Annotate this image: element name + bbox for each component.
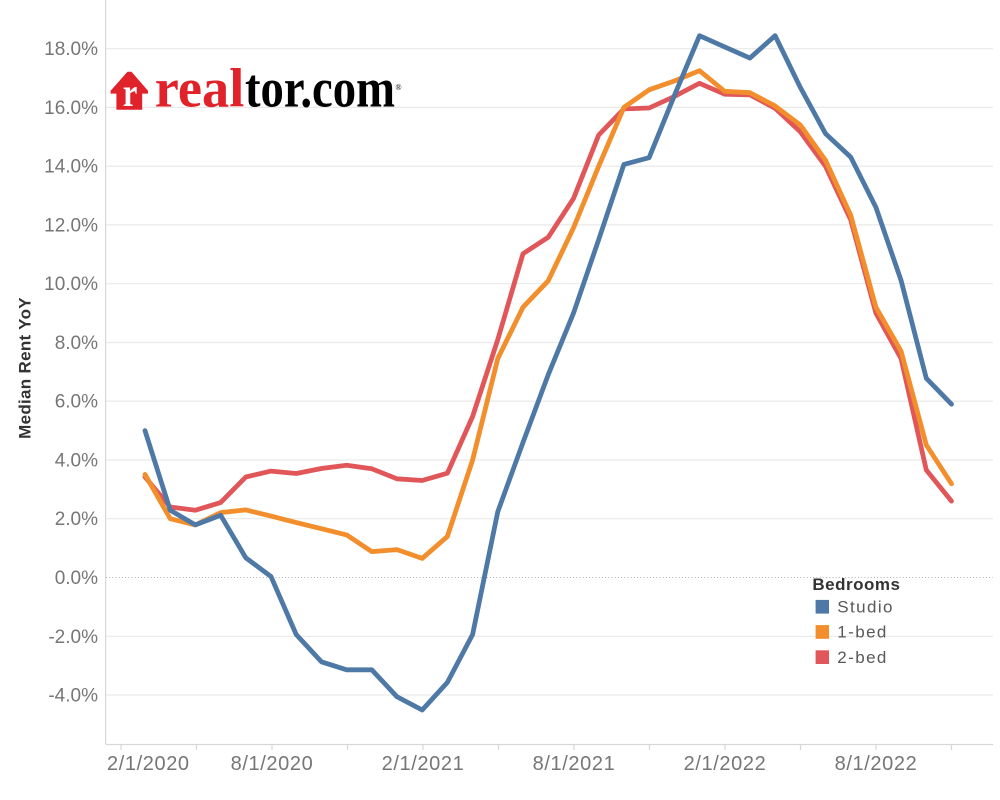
svg-text:2.0%: 2.0%: [55, 509, 98, 530]
svg-text:0.0%: 0.0%: [55, 568, 98, 589]
svg-text:-2.0%: -2.0%: [48, 627, 98, 648]
svg-text:2-bed: 2-bed: [837, 648, 887, 667]
svg-text:Median Rent YoY: Median Rent YoY: [16, 297, 35, 439]
svg-text:8/1/2021: 8/1/2021: [533, 753, 616, 775]
svg-text:tor.com: tor.com: [245, 57, 395, 118]
svg-text:18.0%: 18.0%: [44, 39, 98, 60]
svg-text:2/1/2022: 2/1/2022: [684, 753, 767, 775]
svg-text:2/1/2020: 2/1/2020: [107, 753, 190, 775]
svg-text:16.0%: 16.0%: [44, 98, 98, 119]
svg-text:®: ®: [396, 83, 402, 92]
svg-text:8/1/2020: 8/1/2020: [231, 753, 314, 775]
svg-text:4.0%: 4.0%: [55, 451, 98, 472]
svg-text:6.0%: 6.0%: [55, 392, 98, 413]
svg-text:Bedrooms: Bedrooms: [812, 575, 900, 594]
svg-text:2/1/2021: 2/1/2021: [382, 753, 465, 775]
svg-text:8/1/2022: 8/1/2022: [835, 753, 918, 775]
svg-text:real: real: [155, 57, 245, 118]
svg-text:8.0%: 8.0%: [55, 333, 98, 354]
svg-text:12.0%: 12.0%: [44, 215, 98, 236]
svg-text:1-bed: 1-bed: [837, 623, 887, 642]
svg-text:-4.0%: -4.0%: [48, 686, 98, 707]
svg-text:r: r: [123, 70, 138, 115]
svg-text:Studio: Studio: [837, 598, 894, 617]
svg-text:10.0%: 10.0%: [44, 274, 98, 295]
svg-text:14.0%: 14.0%: [44, 157, 98, 178]
